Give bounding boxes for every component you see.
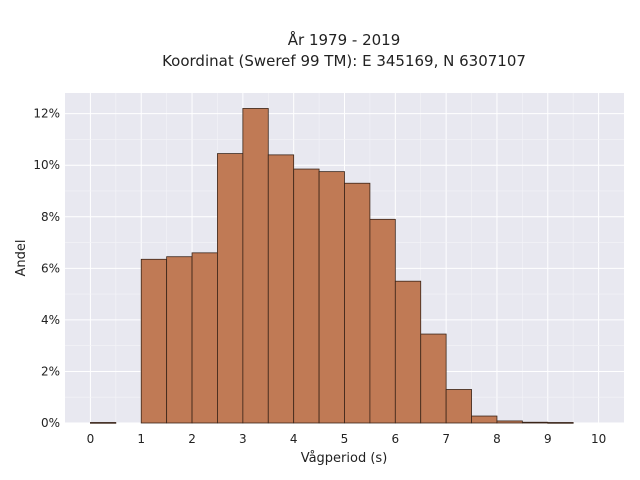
x-tick-label: 3 [239,432,247,446]
y-tick-label: 2% [41,364,60,378]
histogram-bar [90,422,117,424]
y-tick-label: 10% [33,158,60,172]
y-axis-label: Andel [14,240,29,277]
y-tick-label: 4% [41,313,60,327]
histogram-bar [267,154,295,424]
histogram-bar [420,333,447,424]
x-tick-label: 6 [391,432,399,446]
chart-title: År 1979 - 2019 [288,30,401,49]
y-tick-label: 8% [41,210,60,224]
x-tick-label: 0 [87,432,95,446]
histogram-bar [140,258,168,424]
x-tick-label: 2 [188,432,196,446]
y-tick-label: 6% [41,261,60,275]
histogram-bar [191,252,218,424]
x-tick-label: 7 [442,432,450,446]
histogram-bar [394,280,422,424]
tick-labels: 0 1 2 3 4 5 6 7 8 9 10 0% 2% 4% 6% 8% 10% 12% [33,107,606,446]
histogram-bar [293,168,320,424]
x-tick-label: 4 [290,432,298,446]
histogram-bar [166,256,193,424]
histogram-bar [369,218,396,424]
histogram-bar [344,182,371,424]
chart-subtitle: Koordinat (Sweref 99 TM): E 345169, N 63… [162,52,526,70]
histogram-bar [217,153,244,424]
x-tick-label: 8 [493,432,501,446]
histogram-bar [318,171,345,424]
x-axis-label: Vågperiod (s) [301,451,388,466]
histogram-bar [471,415,498,424]
y-tick-label: 12% [33,107,60,121]
histogram-bar [521,421,549,424]
x-tick-label: 5 [341,432,349,446]
y-tick-label: 0% [41,416,60,430]
histogram-bar [242,108,269,424]
x-tick-label: 9 [544,432,552,446]
histogram-bar [445,389,472,424]
x-tick-label: 1 [137,432,145,446]
x-tick-label: 10 [591,432,606,446]
histogram-bar [496,420,523,424]
bars [90,108,574,424]
histogram-bar [547,422,574,424]
